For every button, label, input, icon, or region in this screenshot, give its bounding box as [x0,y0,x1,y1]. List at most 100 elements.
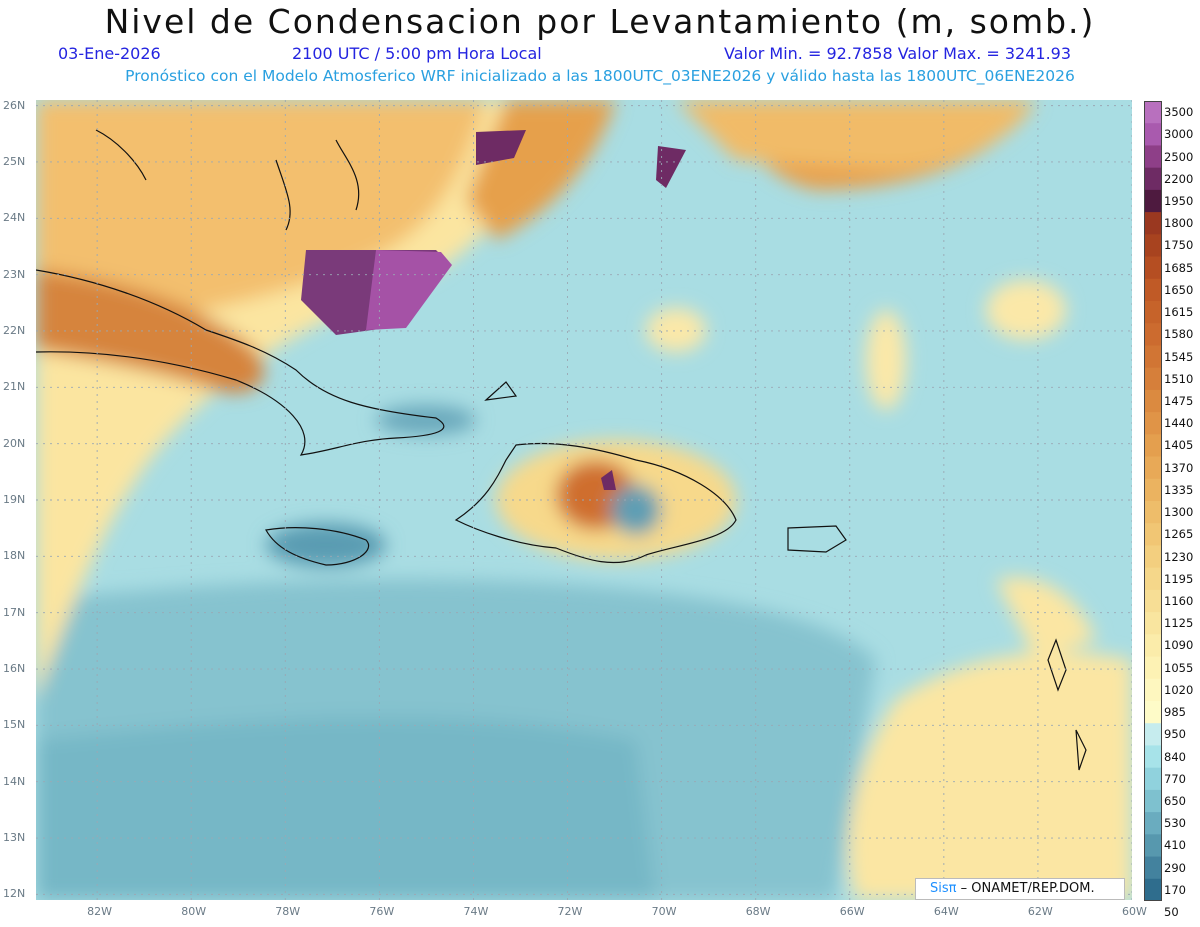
lat-tick-label: 22N [3,323,26,337]
colorbar-label: 1055 [1164,660,1194,675]
colorbar-swatch [1144,634,1162,658]
lat-lon-grid [36,100,1132,900]
colorbar-label: 1405 [1164,438,1194,453]
colorbar-label: 1160 [1164,594,1194,608]
colorbar-label: 840 [1164,749,1186,764]
colorbar-swatch [1144,367,1162,391]
colorbar-swatch [1144,767,1162,791]
colorbar-label: 3000 [1164,127,1194,142]
lat-tick-label: 21N [3,380,26,394]
lon-tick-label: 68W [745,905,771,918]
credit-brand: Sisπ [930,881,957,896]
colorbar-label: 1750 [1164,238,1194,253]
colorbar-label: 1230 [1164,549,1194,564]
colorbar-label: 1020 [1164,682,1194,697]
colorbar-swatch [1144,834,1162,858]
colorbar [1144,101,1162,901]
colorbar-label: 1650 [1164,282,1194,297]
colorbar-label: 1335 [1164,482,1194,497]
lat-tick-label: 15N [3,718,26,732]
colorbar-label: 1545 [1164,349,1194,364]
lcl-map [36,100,1132,900]
colorbar-label: 2500 [1164,149,1194,164]
colorbar-label: 1300 [1164,505,1194,520]
lon-tick-label: 60W [1122,905,1147,918]
colorbar-swatch [1144,389,1162,413]
credit-box: Sisπ – ONAMET/REP.DOM. [915,878,1125,900]
colorbar-swatch [1144,234,1162,258]
colorbar-label: 1615 [1164,305,1194,320]
colorbar-swatch [1144,589,1162,613]
lat-tick-label: 26N [3,98,26,112]
lat-tick-label: 20N [3,436,26,450]
colorbar-swatch [1144,789,1162,813]
lat-tick-label: 24N [3,211,26,225]
colorbar-swatch [1144,256,1162,280]
colorbar-swatch [1144,145,1162,169]
colorbar-label: 770 [1164,771,1186,786]
colorbar-label: 410 [1164,838,1186,853]
page-title: Nivel de Condensacion por Levantamiento … [104,2,1096,41]
colorbar-label: 950 [1164,727,1186,742]
credit-org: – ONAMET/REP.DOM. [960,881,1095,896]
colorbar-label: 1950 [1164,194,1194,208]
colorbar-outline [1144,101,1162,901]
colorbar-swatch [1144,123,1162,146]
colorbar-swatch [1144,656,1162,680]
model-info: Pronóstico con el Modelo Atmosferico WRF… [125,67,1075,85]
lon-tick-label: 62W [1027,905,1053,918]
colorbar-swatch [1144,723,1162,746]
coastlines [36,129,1087,771]
lat-tick-label: 19N [3,493,26,506]
colorbar-swatch [1144,678,1162,702]
colorbar-label: 1195 [1164,571,1194,586]
forecast-date: 03-Ene-2026 [58,44,161,63]
colorbar-label: 2200 [1164,171,1194,186]
colorbar-swatch [1144,278,1162,302]
colorbar-label: 1510 [1164,371,1194,386]
lon-tick-label: 72W [557,905,583,918]
value-range: Valor Min. = 92.7858 Valor Max. = 3241.9… [724,44,1072,63]
colorbar-label: 1440 [1164,416,1194,431]
colorbar-swatch [1144,345,1162,369]
lon-tick-label: 74W [463,905,489,918]
lon-tick-label: 76W [369,905,395,918]
colorbar-label: 1370 [1164,460,1194,475]
colorbar-swatch [1144,501,1162,524]
colorbar-swatch [1144,301,1162,324]
colorbar-swatch [1144,167,1162,191]
colorbar-swatch [1144,745,1162,769]
colorbar-swatch [1144,478,1162,502]
forecast-time: 2100 UTC / 5:00 pm Hora Local [292,44,542,63]
colorbar-swatch [1144,878,1162,901]
colorbar-swatch [1144,189,1162,213]
lon-tick-label: 78W [275,905,301,918]
lat-tick-label: 12N [3,887,26,901]
colorbar-swatch [1144,612,1162,635]
lon-tick-label: 64W [933,905,959,918]
colorbar-label: 170 [1164,882,1186,897]
colorbar-label: 530 [1164,816,1186,831]
colorbar-label: 1800 [1164,216,1194,231]
colorbar-label: 50 [1164,905,1179,920]
colorbar-label: 290 [1164,860,1186,875]
colorbar-swatch [1144,212,1162,235]
colorbar-swatch [1144,701,1162,724]
colorbar-swatch [1144,101,1162,124]
colorbar-label: 985 [1164,705,1186,720]
lat-tick-label: 18N [3,549,26,563]
colorbar-label: 3500 [1164,105,1194,120]
colorbar-label: 1475 [1164,394,1194,408]
colorbar-label: 1090 [1164,638,1194,653]
lon-tick-label: 70W [651,905,677,918]
colorbar-label: 1580 [1164,327,1194,342]
lat-tick-label: 23N [3,267,26,281]
high-lcl-areas [301,130,686,490]
colorbar-swatch [1144,567,1162,591]
lat-tick-label: 14N [3,774,26,788]
colorbar-swatch [1144,545,1162,569]
lat-tick-label: 16N [3,662,26,675]
colorbar-swatch [1144,456,1162,480]
lat-tick-label: 25N [3,154,26,168]
colorbar-swatch [1144,812,1162,835]
